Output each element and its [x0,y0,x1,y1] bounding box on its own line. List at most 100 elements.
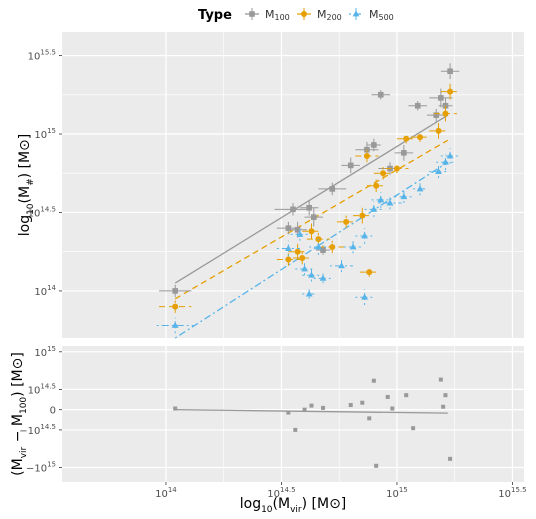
bottom-y-tick-label: 1015 [34,345,56,359]
residual-point [302,407,307,412]
series-M500 [156,148,460,334]
data-point [172,303,179,310]
residual-point [443,393,448,398]
data-point [306,204,312,211]
data-point [400,193,408,200]
legend-marker [301,11,307,17]
legend: Type M100 M200 M500 [198,8,394,23]
data-point [299,254,306,261]
data-point [417,134,424,141]
legend-entries: M100 M200 M500 [245,8,394,22]
bottom-panel-background [62,346,524,482]
data-point [414,102,421,109]
residual-point [374,463,379,468]
data-point [433,112,440,118]
data-point [371,142,377,148]
residual-point [309,403,314,408]
bottom-y-tick-label: 0 [50,406,56,417]
residual-point [390,406,395,411]
data-point [386,199,394,206]
data-point [416,185,424,192]
x-tick-label: 1014.5 [267,486,295,500]
data-point [310,214,317,220]
data-point [435,168,442,175]
x-tick-label: 1015.5 [498,486,526,500]
data-point [343,218,350,225]
data-point [296,230,304,237]
top-panel-points [156,63,460,334]
data-point [442,158,449,165]
bottom-y-tick-label: 1014.5 [28,382,56,396]
data-point [320,247,326,253]
data-point [370,205,378,212]
residual-point [293,427,298,432]
legend-label: M200 [317,8,342,22]
top-panel-background [62,32,524,338]
residual-point [360,400,365,405]
bottom-panel-points [173,377,453,468]
data-point [377,196,385,203]
x-axis-title: log10(Mvir) [M⊙] [240,496,347,515]
data-point [438,95,444,101]
bottom-panel-y-ticks: 1015 1014.5 0 −1014.5 −1015 [19,345,62,475]
legend-entry-M200: M200 [297,8,342,22]
residual-point [173,406,178,411]
bottom-y-tick-label: −1014.5 [19,423,56,437]
legend-label: M500 [369,8,394,22]
residual-point [371,378,376,383]
residual-point [404,393,409,398]
legend-entry-M100: M100 [245,8,290,22]
data-point [373,182,380,189]
top-panel-grid [62,32,524,338]
data-point [403,135,410,142]
top-y-tick-label: 1014 [34,284,56,298]
data-point [294,226,301,233]
residual-fit-line [175,409,448,414]
residual-point [348,403,353,408]
bottom-panel-fit-line [175,409,448,414]
bottom-y-tick-label: −1015 [26,461,56,475]
data-point [401,150,407,156]
data-point [285,256,292,263]
fit-line-M200 [174,139,449,300]
data-point [294,248,301,255]
data-point [308,228,315,235]
top-y-tick-label: 1015 [34,127,56,141]
series-M200 [159,83,460,313]
data-point [338,262,345,269]
x-axis-ticks: 1014 1014.5 1015 1015.5 [155,482,527,500]
top-panel-fit-lines [174,114,449,339]
data-point [329,186,336,192]
data-point [361,232,369,239]
data-point [447,68,453,75]
data-point [446,152,454,159]
data-point [380,170,387,177]
legend-label: M100 [265,8,290,22]
residual-point [441,404,446,409]
data-point [366,269,373,276]
data-point [284,244,292,251]
data-point [329,243,336,250]
residual-point [438,377,443,382]
data-point [315,243,322,250]
legend-title: Type [198,8,232,23]
residual-point [321,405,326,410]
legend-marker [249,11,255,17]
legend-marker [352,10,360,17]
top-y-tick-label: 1015.5 [28,49,56,63]
data-point [377,91,384,98]
top-panel-y-ticks: 1014 1014.5 1015 1015.5 [28,49,62,298]
data-point [301,265,308,272]
data-point [442,110,449,117]
x-tick-label: 1015 [386,486,408,500]
data-point [305,290,313,297]
top-y-tick-label: 1014.5 [28,205,56,219]
data-point [363,152,370,159]
data-point [171,321,179,328]
data-point [319,274,327,281]
residual-point [367,416,372,421]
residual-point [286,410,291,415]
data-point [361,293,369,300]
bottom-y-axis-title: (Mvir − M100) [M⊙] [10,352,29,476]
data-point [359,212,366,219]
